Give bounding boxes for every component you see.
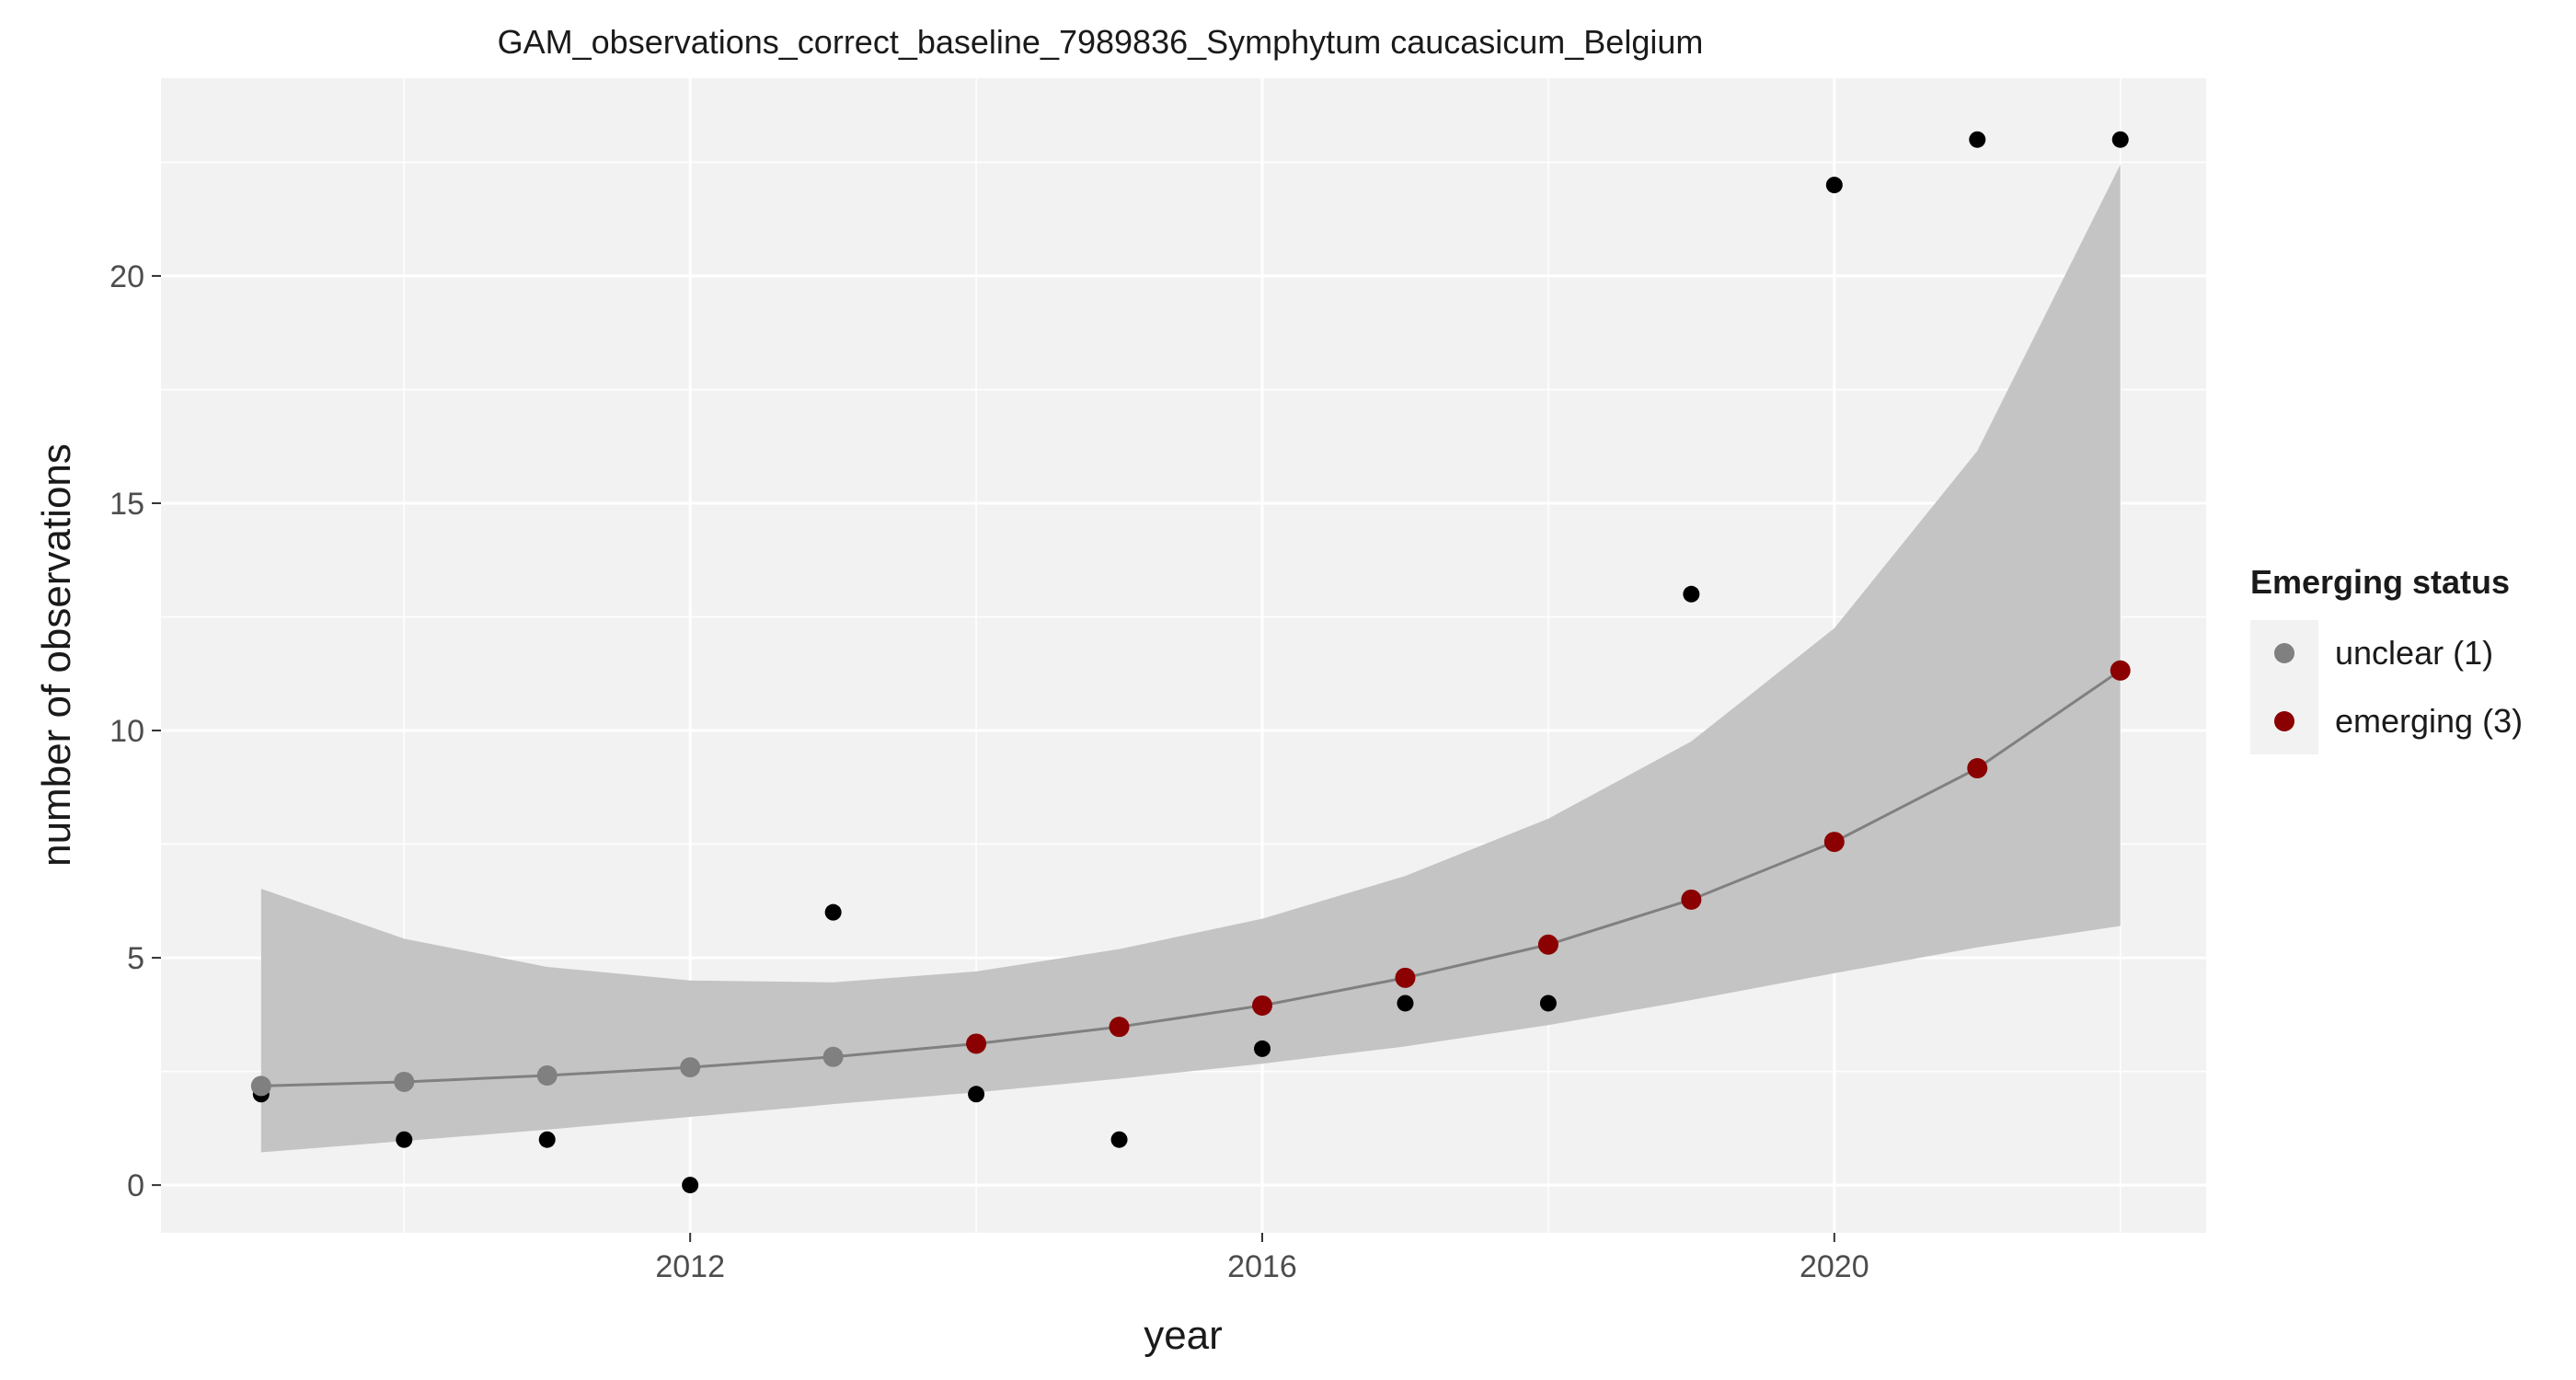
axis-ticks-layer: 2012 2016 2020 0 5 10 15 20 [109,259,1869,1284]
y-tick-label: 0 [127,1168,144,1203]
fitted-point [966,1033,987,1054]
fitted-point [2110,660,2131,681]
confidence-band-layer [260,164,2121,1153]
y-tick-label: 20 [109,259,144,294]
fitted-point [822,1046,844,1067]
fitted-point [1823,832,1845,853]
observation-point [1683,585,1700,603]
chart-title: GAM_observations_correct_baseline_798983… [498,23,1704,61]
observation-point [1110,1131,1128,1148]
observation-point [968,1086,985,1103]
x-tick-label: 2012 [655,1249,725,1284]
fitted-point [1681,889,1702,910]
legend-label-emerging: emerging (3) [2335,702,2523,740]
confidence-band [260,164,2121,1153]
legend: Emerging status unclear (1) emerging (3) [2250,563,2523,754]
observation-point [682,1177,699,1194]
fitted-point [536,1065,558,1087]
y-tick-label: 10 [109,714,144,749]
x-axis-title: year [1144,1313,1223,1358]
fitted-point [1395,967,1416,988]
gam-line-layer [260,669,2122,1087]
observation-point [824,903,842,921]
fitted-point [1537,934,1558,955]
fitted-point [680,1057,701,1078]
x-tick-label: 2020 [1800,1249,1869,1284]
observation-point [396,1131,413,1148]
legend-label-unclear: unclear (1) [2335,634,2493,672]
observation-point [1825,177,1843,194]
x-tick-label: 2016 [1227,1249,1297,1284]
legend-key-unclear [2274,643,2294,663]
fitted-points-layer [250,660,2131,1097]
observation-point [1969,131,1986,148]
fitted-point [250,1075,271,1097]
legend-key-background [2250,620,2318,754]
y-tick-label: 5 [127,941,144,976]
observation-point [538,1131,556,1148]
y-axis-title: number of observations [34,443,79,867]
fitted-point [394,1071,415,1092]
observation-point [1254,1040,1271,1057]
observation-point [2111,131,2129,148]
observation-point [1539,995,1557,1012]
gam-fit-line [260,669,2122,1087]
y-tick-label: 15 [109,487,144,522]
observation-point [1397,995,1414,1012]
fitted-point [1967,758,1988,779]
legend-title: Emerging status [2250,563,2510,601]
fitted-point [1252,995,1272,1016]
legend-key-emerging [2274,711,2294,731]
fitted-point [1109,1017,1130,1038]
